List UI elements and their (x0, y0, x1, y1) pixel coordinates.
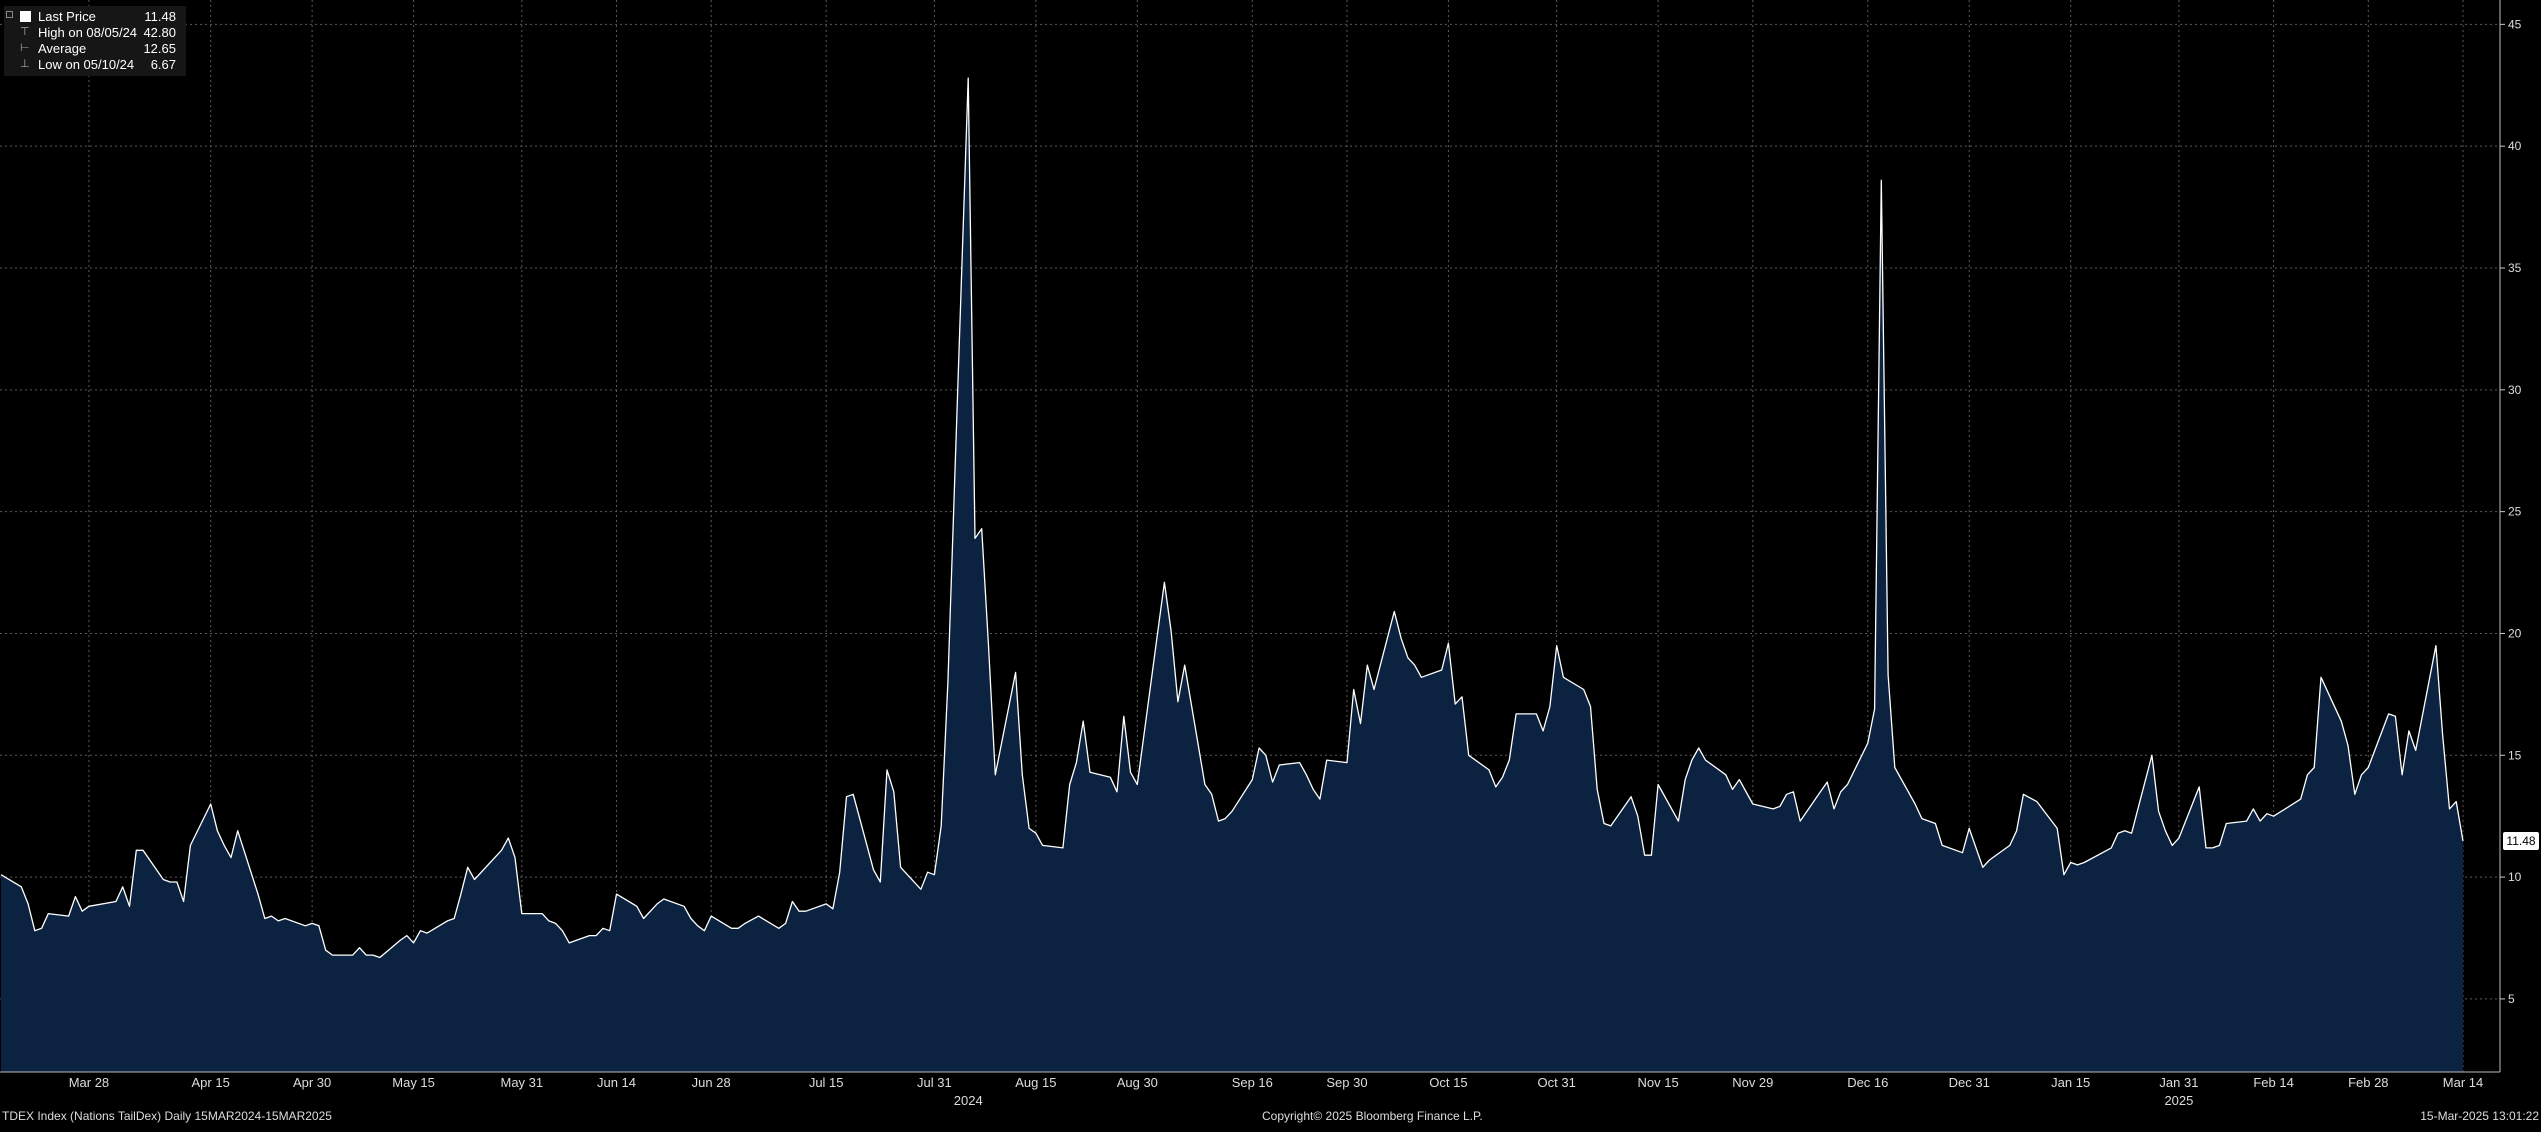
x-tick-label: Oct 15 (1429, 1075, 1467, 1090)
legend: Last Price 11.48 ⊤ High on 08/05/24 42.8… (4, 6, 186, 76)
x-tick-label: Nov 29 (1732, 1075, 1773, 1090)
legend-item-high: ⊤ High on 08/05/24 42.80 (8, 25, 182, 41)
x-tick-label: May 15 (392, 1075, 435, 1090)
x-tick-label: Jan 31 (2159, 1075, 2198, 1090)
area-fill (1, 78, 2463, 1072)
footer-copyright: Copyright© 2025 Bloomberg Finance L.P. (1262, 1109, 1483, 1123)
x-tick-label: Sep 16 (1232, 1075, 1273, 1090)
square-marker-icon (20, 11, 31, 22)
x-tick-label: Apr 30 (293, 1075, 331, 1090)
x-tick-label: Apr 15 (192, 1075, 230, 1090)
x-tick-label: Mar 14 (2443, 1075, 2483, 1090)
y-tick-label: 25 (2508, 505, 2522, 519)
y-tick-label: 15 (2508, 748, 2522, 762)
x-tick-label: Aug 30 (1117, 1075, 1158, 1090)
x-tick-label: Jan 15 (2051, 1075, 2090, 1090)
x-tick-label: Nov 15 (1638, 1075, 1679, 1090)
legend-item-last-price: Last Price 11.48 (8, 9, 182, 25)
legend-item-average: ⊢ Average 12.65 (8, 41, 182, 57)
y-tick-label: 40 (2508, 139, 2522, 153)
x-tick-label: May 31 (500, 1075, 543, 1090)
y-tick-label: 20 (2508, 626, 2522, 640)
legend-value: 12.65 (143, 41, 176, 56)
x-tick-label: Dec 31 (1949, 1075, 1990, 1090)
x-tick-label: Dec 16 (1847, 1075, 1888, 1090)
series-area (0, 77, 2464, 1072)
legend-item-low: ⊥ Low on 05/10/24 6.67 (8, 57, 182, 73)
x-tick-label: Jul 15 (809, 1075, 844, 1090)
series-line-last-price (0, 77, 2464, 959)
legend-label: High on 08/05/24 (38, 25, 138, 40)
footer-timestamp: 15-Mar-2025 13:01:22 (2420, 1109, 2539, 1123)
x-tick-label: Jun 28 (692, 1075, 731, 1090)
year-label: 2024 (954, 1093, 983, 1108)
y-tick-label: 5 (2508, 992, 2515, 1006)
y-tick-label: 10 (2508, 870, 2522, 884)
low-tick-icon: ⊥ (20, 58, 30, 70)
legend-label: Last Price (38, 9, 96, 24)
x-tick-label: Mar 28 (69, 1075, 109, 1090)
high-tick-icon: ⊤ (20, 26, 30, 38)
x-tick-label: Feb 28 (2348, 1075, 2388, 1090)
grid-lines (0, 0, 2500, 1072)
legend-label: Low on 05/10/24 (38, 57, 135, 72)
legend-value: 11.48 (144, 9, 176, 24)
legend-collapse-icon[interactable] (6, 11, 13, 18)
legend-value: 42.80 (143, 25, 176, 40)
x-tick-label: Jul 31 (917, 1075, 952, 1090)
footer-security-description: TDEX Index (Nations TailDex) Daily 15MAR… (2, 1109, 332, 1123)
x-tick-label: Feb 14 (2253, 1075, 2293, 1090)
y-tick-label: 30 (2508, 383, 2522, 397)
y-tick-label: 35 (2508, 261, 2522, 275)
legend-label: Average (38, 41, 87, 56)
average-dash-icon: ⊢ (20, 42, 30, 54)
x-tick-label: Sep 30 (1326, 1075, 1367, 1090)
x-tick-label: Jun 14 (597, 1075, 636, 1090)
last-price-tag: 11.48 (2503, 832, 2539, 850)
x-tick-label: Oct 31 (1538, 1075, 1576, 1090)
legend-value: 6.67 (150, 57, 176, 72)
y-tick-label: 45 (2508, 17, 2522, 31)
year-label: 2025 (2164, 1093, 2193, 1108)
x-tick-label: Aug 15 (1015, 1075, 1056, 1090)
